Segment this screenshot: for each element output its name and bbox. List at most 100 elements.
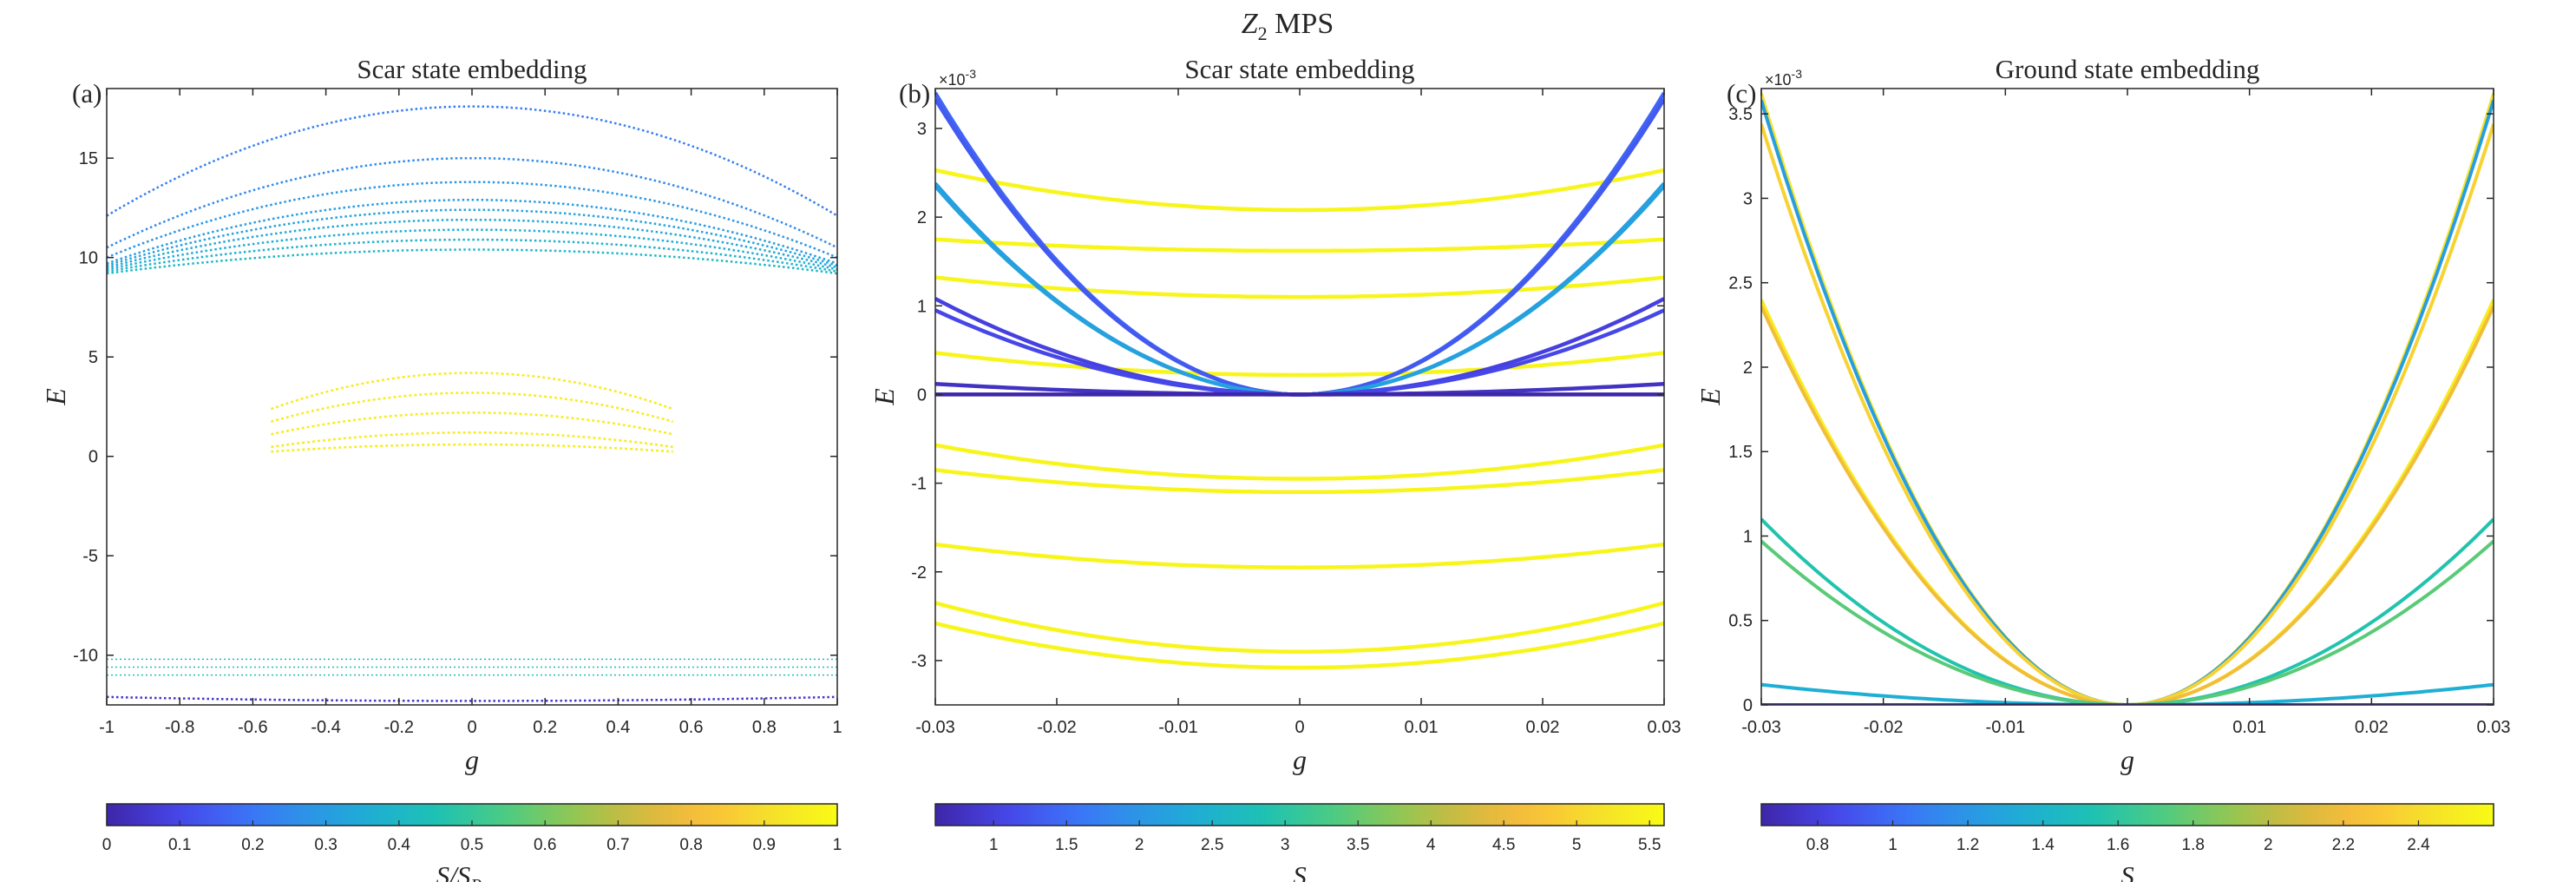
colorbar-label: S xyxy=(2120,860,2134,882)
colorbar-tick-label: 1.2 xyxy=(1957,836,1979,854)
figure-title-rest: MPS xyxy=(1268,8,1334,40)
energy-band xyxy=(107,199,837,265)
x-tick-label: -0.03 xyxy=(915,718,955,737)
axis-exponent-label: ×10-3 xyxy=(1765,67,1802,89)
panel-title: Scar state embedding xyxy=(357,54,587,84)
energy-curve xyxy=(935,275,1664,299)
scar-curve xyxy=(271,392,673,423)
colorbar-label-main: S xyxy=(2120,860,2134,882)
colorbar-tick-label: 0.8 xyxy=(679,836,702,854)
x-tick-label: -0.4 xyxy=(311,718,340,737)
panel-label: (c) xyxy=(1727,78,1756,109)
colorbar-tick-label: 1.5 xyxy=(1055,836,1078,854)
y-tick-label: 2 xyxy=(1743,359,1753,378)
panel-title: Ground state embedding xyxy=(1996,54,2260,84)
energy-curve xyxy=(1761,299,2494,705)
x-tick-label: -0.01 xyxy=(1158,718,1198,737)
y-tick-label: -1 xyxy=(911,475,927,494)
y-axis-label: E xyxy=(1694,388,1726,406)
colorbar-tick-label: 0.2 xyxy=(241,836,264,854)
energy-band xyxy=(107,208,837,267)
colorbar-tick-label: 0.8 xyxy=(1806,836,1829,854)
x-tick-label: -1 xyxy=(99,718,115,737)
y-tick-label: 2 xyxy=(917,208,927,227)
y-tick-label: 5 xyxy=(88,348,98,367)
x-tick-label: 0.6 xyxy=(679,718,704,737)
colorbar-tick-label: 2.5 xyxy=(1201,836,1223,854)
x-tick-label: 0.8 xyxy=(752,718,777,737)
colorbar-tick-label: 5 xyxy=(1572,836,1582,854)
y-tick-label: 1.5 xyxy=(1728,443,1753,462)
colorbar-tick-label: 0.5 xyxy=(461,836,483,854)
y-tick-label: 1 xyxy=(1743,527,1753,546)
colorbar-b xyxy=(934,803,1665,826)
x-tick-label: 0.02 xyxy=(1526,718,1560,737)
panel-a: -1 -0.8 -0.6 -0.4 -0.2 0 0.2 0.4 0.6 0.8 1 -10 -5 0 5 1… xyxy=(40,54,842,882)
energy-curve xyxy=(1761,539,2494,705)
x-tick-label: -0.2 xyxy=(384,718,414,737)
colorbar-tick-label: 4.5 xyxy=(1492,836,1515,854)
colorbar-tick-label: 1 xyxy=(833,836,842,854)
x-tick-label: -0.8 xyxy=(165,718,194,737)
y-axis-label: E xyxy=(40,388,71,406)
colorbar-label: S/SPage xyxy=(436,860,508,882)
colorbar-tick-label: 3 xyxy=(1281,836,1290,854)
energy-curve xyxy=(1761,682,2494,705)
x-tick-label: 0.4 xyxy=(606,718,630,737)
colorbar-tick-label: 1.6 xyxy=(2107,836,2129,854)
figure-title: Z2 MPS xyxy=(1242,8,1334,44)
x-tick-label: -0.01 xyxy=(1986,718,2026,737)
colorbar-tick-label: 0.4 xyxy=(388,836,411,854)
colorbar-tick-label: 0.3 xyxy=(314,836,337,854)
colorbar-tick-label: 2 xyxy=(2264,836,2273,854)
figure-title-sub: 2 xyxy=(1258,23,1268,44)
x-axis-label: g xyxy=(1293,744,1307,775)
colorbar-tick-label: 2 xyxy=(1135,836,1144,854)
colorbar-tick-label: 1.4 xyxy=(2031,836,2055,854)
colorbar-tick-label: 0.7 xyxy=(606,836,629,854)
panel-title: Scar state embedding xyxy=(1184,54,1414,84)
plot-area-b xyxy=(935,91,1664,670)
energy-curve xyxy=(1761,517,2494,705)
colorbar-tick-label: 0.9 xyxy=(753,836,776,854)
x-tick-label: 0.01 xyxy=(2232,718,2266,737)
panel-c: -0.03 -0.02 -0.01 0 0.01 0.02 0.03 0 0.5 1 1.5 2 2.5… xyxy=(1694,54,2510,882)
x-tick-label: -0.02 xyxy=(1864,718,1904,737)
plot-area-c xyxy=(1761,93,2494,705)
energy-curve xyxy=(1761,100,2494,705)
energy-curve xyxy=(935,601,1664,654)
colorbar-tick-label: 1 xyxy=(1888,836,1898,854)
energy-curve xyxy=(935,468,1664,495)
energy-band xyxy=(107,218,837,269)
colorbar-tick-label: 0.6 xyxy=(534,836,556,854)
energy-band xyxy=(107,238,837,273)
axis-exponent-base: ×10 xyxy=(1765,71,1792,89)
y-tick-label: -3 xyxy=(911,652,927,671)
energy-band xyxy=(107,105,837,217)
colorbar-tick-label: 1 xyxy=(989,836,999,854)
axis-exponent-power: -3 xyxy=(1792,67,1803,81)
energy-curve xyxy=(1761,123,2494,705)
energy-band xyxy=(107,228,837,271)
axis-exponent-label: ×10-3 xyxy=(939,67,976,89)
energy-curve xyxy=(935,237,1664,253)
colorbar-label-main: S/S xyxy=(436,860,471,882)
x-tick-label: 0.2 xyxy=(533,718,557,737)
energy-band xyxy=(107,181,837,259)
x-tick-label: -0.6 xyxy=(238,718,267,737)
colorbar-tick-label: 0.1 xyxy=(168,836,191,854)
energy-curve xyxy=(935,621,1664,670)
energy-band xyxy=(107,156,837,249)
x-tick-label: 0.02 xyxy=(2355,718,2389,737)
x-tick-label: 0 xyxy=(2122,718,2132,737)
colorbar-tick-label: 2.4 xyxy=(2407,836,2430,854)
colorbar-label: S xyxy=(1293,860,1307,882)
x-tick-label: 0.01 xyxy=(1405,718,1439,737)
y-tick-label: 10 xyxy=(79,249,98,268)
colorbar-tick-label: 5.5 xyxy=(1638,836,1661,854)
x-tick-label: -0.03 xyxy=(1741,718,1781,737)
y-tick-label: 0 xyxy=(88,448,98,467)
y-tick-label: -2 xyxy=(911,563,927,583)
plot-area-a xyxy=(107,105,837,702)
x-tick-label: 0 xyxy=(467,718,476,737)
